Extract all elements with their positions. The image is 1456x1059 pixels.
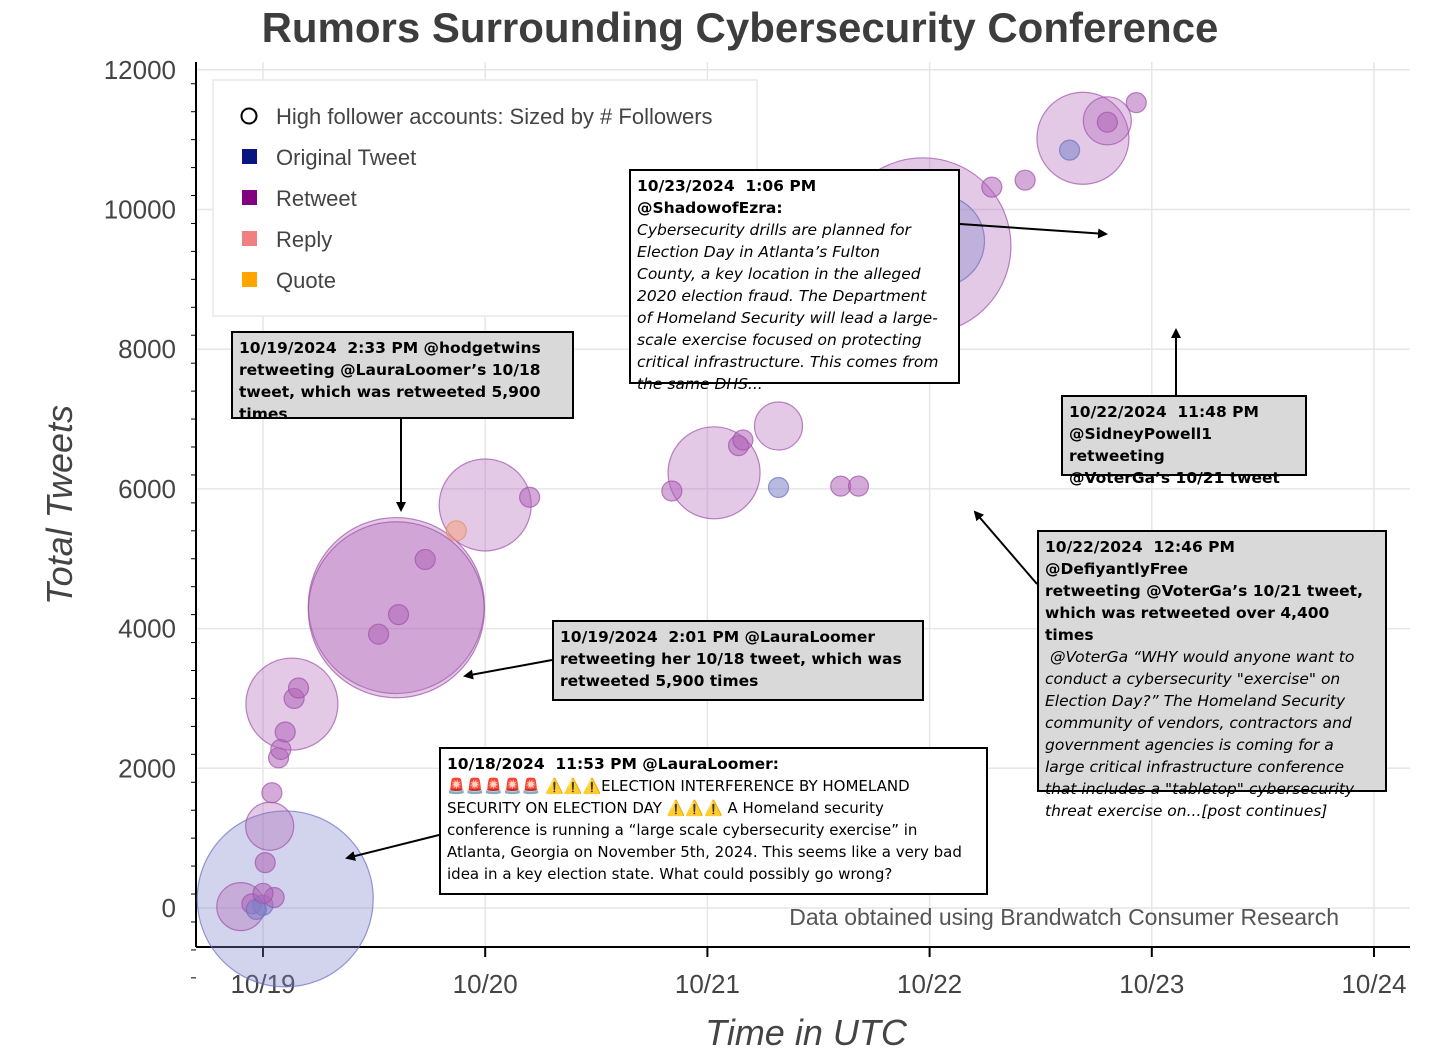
callout-shadowofezra-header: 10/23/2024 1:06 PM @ShadowofEzra: <box>637 177 822 217</box>
legend-marker-square <box>242 149 257 164</box>
callout-lauraloomer-retweet-header: 10/19/2024 2:01 PM @LauraLoomer retweeti… <box>560 628 902 690</box>
data-point-retweet <box>252 882 274 904</box>
data-point-retweet <box>732 429 754 451</box>
callout-lauraloomer-original-body: 🚨🚨🚨🚨🚨 ⚠️⚠️⚠️ELECTION INTERFERENCE BY HOM… <box>447 777 962 883</box>
callout-defiyantlyfree: 10/22/2024 12:46 PM @DefiyantlyFree retw… <box>1037 530 1387 820</box>
legend-label: Reply <box>276 227 332 252</box>
y-tick-label: 4000 <box>118 614 176 644</box>
data-point-retweet <box>981 176 1003 198</box>
data-points <box>196 91 1147 988</box>
legend-marker-open-circle <box>240 107 258 125</box>
callout-lauraloomer-original: 10/18/2024 11:53 PM @LauraLoomer: 🚨🚨🚨🚨🚨 … <box>439 747 988 895</box>
data-point-retweet <box>753 401 804 451</box>
callout-arrow <box>463 659 553 680</box>
legend-label: Retweet <box>276 186 357 211</box>
source-note: Data obtained using Brandwatch Consumer … <box>789 904 1339 930</box>
legend-marker-square <box>242 231 257 246</box>
chart-title: Rumors Surrounding Cybersecurity Confere… <box>262 4 1219 51</box>
legend-marker-square <box>242 272 257 287</box>
data-point-retweet <box>274 721 296 743</box>
y-tick-label: 10000 <box>104 195 176 225</box>
data-point-retweet <box>270 738 292 761</box>
x-axis-label: Time in UTC <box>705 1012 908 1053</box>
callout-sidneypowell-header: 10/22/2024 11:48 PM @SidneyPowell1 retwe… <box>1069 403 1280 487</box>
y-axis: 0 2000 4000 6000 8000 10000 12000 <box>104 55 197 979</box>
callout-defiyantlyfree-header: 10/22/2024 12:46 PM @DefiyantlyFree retw… <box>1045 538 1363 644</box>
data-point-original <box>767 476 790 499</box>
legend-label: High follower accounts: Sized by # Follo… <box>276 104 713 129</box>
legend-label: Original Tweet <box>276 145 416 170</box>
callout-defiyantlyfree-body: @VoterGa “WHY would anyone want to condu… <box>1045 648 1355 820</box>
data-point-retweet <box>830 475 852 497</box>
data-point-retweet <box>245 801 295 851</box>
x-tick-label: 10/21 <box>675 969 740 999</box>
callout-arrow <box>345 834 440 861</box>
data-point-retweet <box>254 851 276 874</box>
data-point-retweet <box>1096 111 1118 133</box>
callout-arrows <box>345 223 1181 861</box>
data-point-retweet <box>1125 92 1147 114</box>
x-tick-label: 10/24 <box>1341 969 1406 999</box>
data-point-retweet <box>661 480 683 502</box>
data-point-retweet <box>367 623 390 645</box>
y-tick-label: 8000 <box>118 334 176 364</box>
x-axis: 10/19 10/20 10/21 10/22 10/23 10/24 <box>196 946 1410 999</box>
y-axis-label: Total Tweets <box>39 405 80 605</box>
data-point-retweet <box>287 677 310 699</box>
callout-sidneypowell: 10/22/2024 11:48 PM @SidneyPowell1 retwe… <box>1061 395 1307 487</box>
callout-shadowofezra-body: Cybersecurity drills are planned for Ele… <box>637 221 939 393</box>
y-tick-label: 6000 <box>118 474 176 504</box>
data-point-original <box>1058 139 1081 161</box>
callout-lauraloomer-retweet: 10/19/2024 2:01 PM @LauraLoomer retweeti… <box>552 620 924 701</box>
data-point-retweet <box>261 782 283 804</box>
x-tick-label: 10/20 <box>453 969 518 999</box>
callout-hodgetwins: 10/19/2024 2:33 PM @hodgetwins retweetin… <box>231 331 574 423</box>
data-point-reply <box>445 520 467 542</box>
data-point-retweet <box>414 548 436 571</box>
callout-arrow <box>959 223 1108 239</box>
x-tick-label: 10/22 <box>897 969 962 999</box>
data-point-original <box>196 810 374 988</box>
callout-lauraloomer-original-header: 10/18/2024 11:53 PM @LauraLoomer: <box>447 755 779 773</box>
y-tick-label: 2000 <box>118 753 176 783</box>
callout-arrow <box>973 510 1038 585</box>
data-point-retweet <box>519 486 541 508</box>
callout-hodgetwins-header: 10/19/2024 2:33 PM @hodgetwins retweetin… <box>239 339 541 423</box>
legend-marker-square <box>242 190 257 205</box>
callout-shadowofezra: 10/23/2024 1:06 PM @ShadowofEzra: Cybers… <box>629 169 960 393</box>
y-tick-label: 0 <box>162 893 176 923</box>
data-point-retweet <box>1014 169 1036 191</box>
x-tick-label: 10/23 <box>1119 969 1184 999</box>
data-point-retweet <box>847 475 870 497</box>
y-tick-label: 12000 <box>104 55 176 85</box>
legend-label: Quote <box>276 268 336 293</box>
data-point-retweet <box>387 604 410 626</box>
